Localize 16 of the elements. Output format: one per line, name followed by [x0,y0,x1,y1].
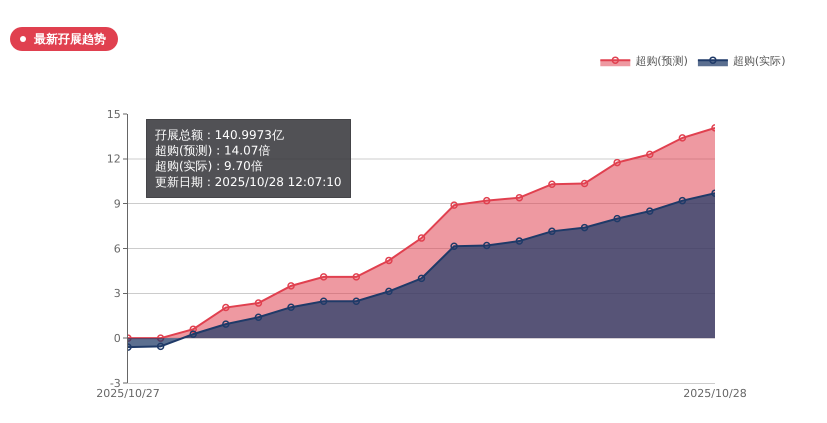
y-tick-label: 6 [114,242,121,256]
annotation: 超购(实际) : 9.70倍 [155,159,263,174]
x-tick-label: 2025/10/28 [683,387,747,400]
legend-label: 超购(实际) [732,54,786,68]
y-tick-label: 12 [106,152,121,166]
annotation: 孖展总额 : 140.9973亿 [155,128,284,142]
y-tick-label: -3 [110,376,121,390]
chart-title: 最新孖展趋势 [34,31,106,48]
y-tick-label: 9 [114,198,121,211]
y-tick-label: 15 [106,108,121,121]
y-tick-label: 3 [114,287,121,300]
y-tick-label: 0 [114,332,121,346]
legend-label: 超购(预测) [635,54,688,68]
x-tick-label: 2025/10/27 [96,387,160,400]
annotation: 超购(预测) : 14.07倍 [155,144,270,158]
annotation: 更新日期 : 2025/10/28 12:07:10 [155,174,342,189]
